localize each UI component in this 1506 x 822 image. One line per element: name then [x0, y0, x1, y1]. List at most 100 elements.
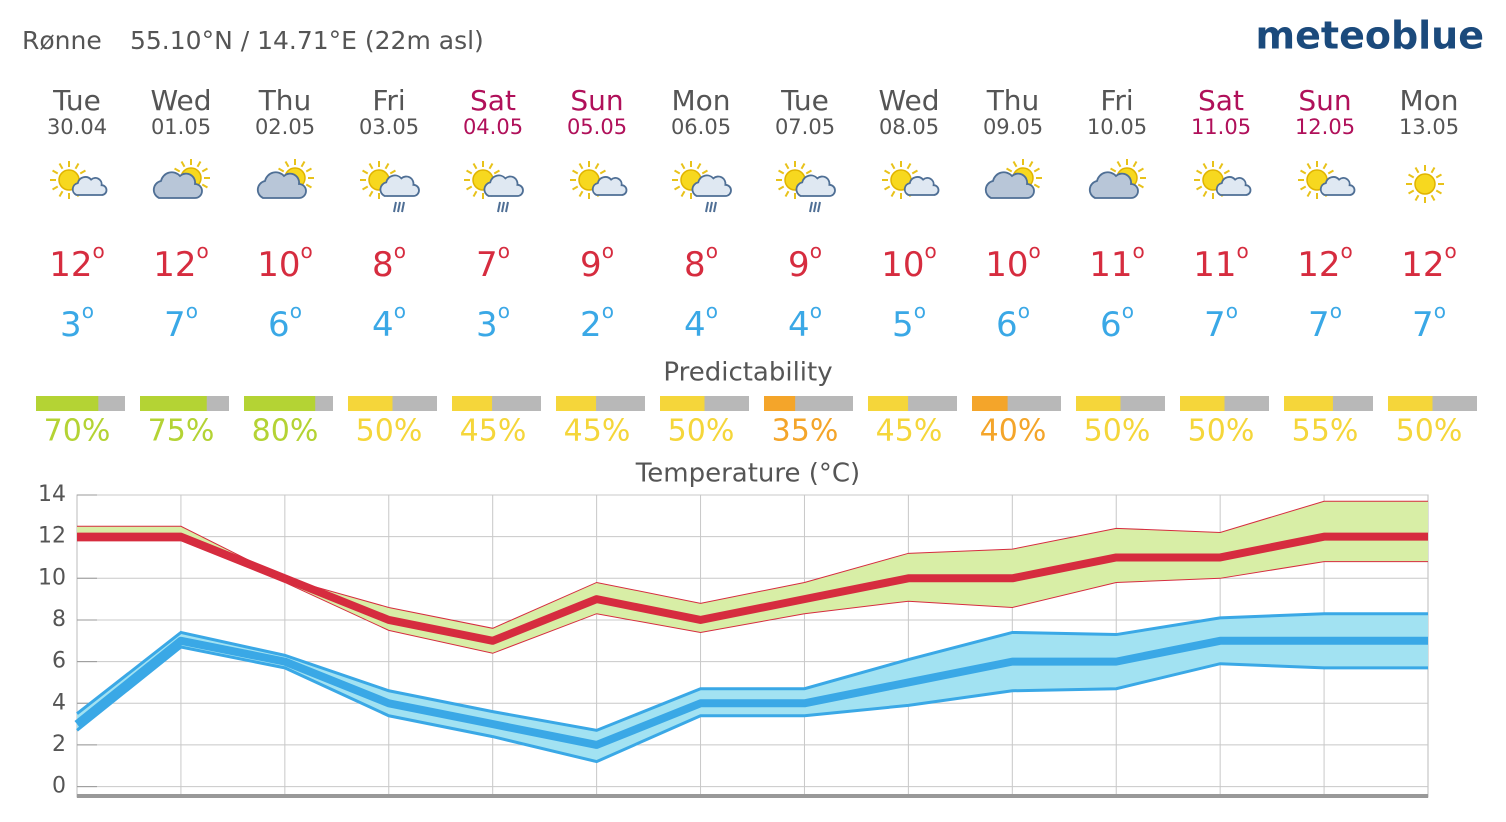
temp-min: 3o — [476, 299, 510, 345]
temp-value: 4 — [684, 305, 706, 345]
temp-value: 12 — [1297, 245, 1340, 285]
sun-ray — [884, 169, 891, 175]
temp-min: 6o — [268, 299, 302, 345]
temp-value: 7 — [1412, 305, 1434, 345]
temperature-line — [77, 532, 1428, 645]
predictability-bar — [452, 396, 493, 411]
sun-ray — [1218, 163, 1224, 170]
temp-min: 7o — [1204, 299, 1238, 345]
temp-min: 7o — [164, 299, 198, 345]
weekday: Sun — [570, 84, 623, 117]
cloud — [691, 174, 732, 197]
rain-drop — [705, 201, 709, 213]
predictability-label: 50% — [1396, 414, 1463, 449]
predictability-bar — [660, 396, 705, 411]
weather-icon — [464, 161, 524, 213]
temp-max: 7o — [476, 239, 510, 285]
weather-icon — [256, 159, 314, 199]
sun-ray — [1196, 185, 1203, 191]
temp-max: 10o — [985, 239, 1041, 285]
cloud — [1088, 171, 1139, 199]
sun-ray — [1408, 189, 1415, 195]
weather-icon — [570, 161, 628, 199]
sun-ray — [599, 169, 606, 175]
sun-ray — [572, 169, 579, 175]
degree: o — [1226, 299, 1238, 323]
cloud — [152, 171, 203, 199]
temp-value: 2 — [580, 305, 602, 345]
weather-icon — [50, 161, 108, 199]
weekday: Wed — [150, 84, 211, 117]
temp-max: 12o — [1297, 239, 1353, 285]
brand[interactable]: meteoblue — [1256, 14, 1484, 58]
temp-max: 8o — [684, 239, 718, 285]
sun-ray — [1137, 183, 1144, 189]
date: 09.05 — [983, 115, 1043, 139]
sun-ray — [1430, 167, 1436, 174]
degree: o — [290, 299, 302, 323]
date: 12.05 — [1295, 115, 1355, 139]
sun-ray — [1306, 190, 1312, 197]
degree: o — [602, 239, 614, 263]
date: 08.05 — [879, 115, 939, 139]
sun-ray — [201, 167, 208, 173]
band-edge — [77, 540, 1428, 654]
sun-ray — [578, 190, 584, 197]
location: Rønne — [22, 26, 102, 55]
sun-ray — [1137, 167, 1144, 173]
predictability-label: 50% — [1188, 414, 1255, 449]
sun-ray — [784, 163, 790, 170]
cloud — [984, 171, 1035, 199]
rain-drop — [501, 201, 505, 213]
rain-drop — [505, 201, 509, 213]
predictability-bar — [244, 396, 316, 411]
rain-drop — [401, 201, 405, 213]
weather-icon — [776, 161, 836, 213]
sun-ray — [1435, 173, 1442, 179]
sun-ray — [778, 169, 785, 175]
weekday: Wed — [878, 84, 939, 117]
degree: o — [394, 299, 406, 323]
y-tick-label: 14 — [38, 482, 66, 507]
temp-value: 11 — [1089, 245, 1132, 285]
weather-icon — [360, 161, 420, 213]
temp-value: 6 — [268, 305, 290, 345]
date: 10.05 — [1087, 115, 1147, 139]
predictability-bar — [140, 396, 207, 411]
sun-ray — [800, 163, 806, 170]
sun-ray — [52, 185, 59, 191]
predictability-label: 50% — [356, 414, 423, 449]
sun-ray — [1435, 189, 1442, 195]
predictability-bar — [36, 396, 99, 411]
sun-ray — [1223, 169, 1230, 175]
sun-ray — [1012, 161, 1018, 168]
degree: o — [602, 299, 614, 323]
cloud — [591, 176, 628, 196]
weather-icon — [152, 159, 210, 199]
temp-value: 9 — [788, 245, 810, 285]
cloud — [483, 174, 524, 197]
date: 11.05 — [1191, 115, 1251, 139]
sun-ray — [1300, 169, 1307, 175]
y-tick-label: 10 — [38, 565, 66, 590]
predictability-bar — [868, 396, 909, 411]
y-tick-label: 8 — [52, 607, 66, 632]
temp-value: 8 — [372, 245, 394, 285]
temp-value: 7 — [1308, 305, 1330, 345]
sun-ray — [696, 163, 702, 170]
rain-drop — [709, 201, 713, 213]
sun-ray — [680, 190, 686, 197]
band-edge — [76, 645, 1428, 764]
sun-ray — [1028, 161, 1034, 168]
x-axis-bar — [77, 794, 1428, 798]
temp-max: 10o — [257, 239, 313, 285]
sun-ray — [58, 190, 64, 197]
date: 13.05 — [1399, 115, 1459, 139]
sun-ray — [493, 169, 500, 175]
temp-value: 5 — [892, 305, 914, 345]
weather-icon — [672, 161, 732, 213]
predictability-label: 45% — [564, 414, 631, 449]
predictability-label: 70% — [44, 414, 111, 449]
weekday: Mon — [671, 84, 730, 117]
rain-drop — [817, 201, 821, 213]
